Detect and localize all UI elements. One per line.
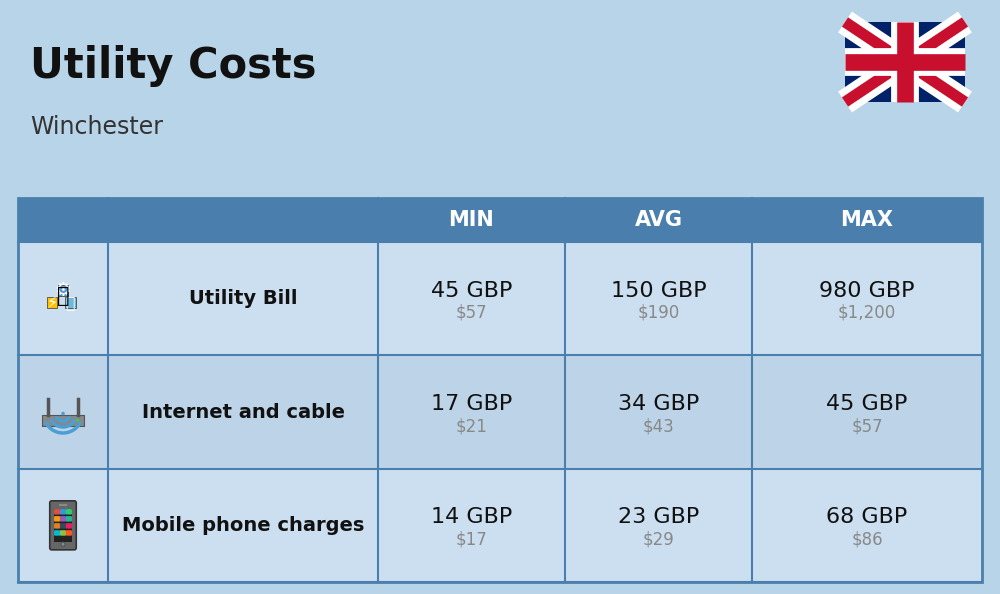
Text: $190: $190	[637, 304, 680, 322]
Bar	[65, 297, 76, 308]
Text: $17: $17	[456, 530, 487, 548]
Text: 17 GBP: 17 GBP	[431, 394, 512, 414]
Text: Mobile phone charges: Mobile phone charges	[122, 516, 364, 535]
FancyBboxPatch shape	[60, 523, 66, 529]
Text: 💧: 💧	[66, 295, 75, 310]
Text: $1,200: $1,200	[838, 304, 896, 322]
Bar	[18, 198, 982, 582]
FancyBboxPatch shape	[60, 509, 66, 514]
Bar	[54, 509, 72, 542]
Bar	[18, 198, 982, 242]
Text: AVG: AVG	[635, 210, 682, 230]
Text: 45 GBP: 45 GBP	[431, 281, 512, 301]
Text: $86: $86	[851, 530, 883, 548]
Text: ⚡: ⚡	[46, 295, 57, 310]
Text: ⚙: ⚙	[55, 281, 71, 300]
Text: Winchester: Winchester	[30, 115, 163, 139]
Bar	[18, 355, 982, 469]
FancyBboxPatch shape	[60, 530, 66, 536]
Bar	[46, 297, 57, 308]
FancyBboxPatch shape	[54, 516, 60, 522]
Text: $57: $57	[851, 417, 883, 435]
Bar	[42, 415, 84, 425]
FancyBboxPatch shape	[50, 501, 76, 550]
FancyBboxPatch shape	[54, 509, 60, 514]
Circle shape	[61, 542, 65, 546]
FancyBboxPatch shape	[66, 523, 72, 529]
FancyBboxPatch shape	[66, 516, 72, 522]
Text: $21: $21	[456, 417, 487, 435]
Circle shape	[76, 419, 79, 422]
Bar	[845, 22, 965, 102]
Text: 🧑: 🧑	[57, 286, 69, 306]
FancyBboxPatch shape	[54, 523, 60, 529]
Text: Utility Bill: Utility Bill	[189, 289, 297, 308]
Bar	[18, 469, 982, 582]
FancyBboxPatch shape	[66, 530, 72, 536]
Text: Internet and cable: Internet and cable	[142, 403, 344, 422]
Text: 34 GBP: 34 GBP	[618, 394, 699, 414]
Text: 68 GBP: 68 GBP	[826, 507, 908, 527]
Text: MAX: MAX	[840, 210, 894, 230]
Text: $43: $43	[643, 417, 674, 435]
Text: MIN: MIN	[449, 210, 494, 230]
Bar	[18, 242, 982, 355]
FancyBboxPatch shape	[60, 516, 66, 522]
Text: 23 GBP: 23 GBP	[618, 507, 699, 527]
Bar	[58, 285, 68, 296]
Text: Utility Costs: Utility Costs	[30, 45, 316, 87]
Text: 980 GBP: 980 GBP	[819, 281, 915, 301]
Text: 14 GBP: 14 GBP	[431, 507, 512, 527]
Text: 45 GBP: 45 GBP	[826, 394, 908, 414]
FancyBboxPatch shape	[54, 530, 60, 536]
Text: 150 GBP: 150 GBP	[611, 281, 706, 301]
Text: $57: $57	[456, 304, 487, 322]
FancyBboxPatch shape	[66, 509, 72, 514]
Circle shape	[61, 412, 65, 415]
Text: $29: $29	[643, 530, 674, 548]
